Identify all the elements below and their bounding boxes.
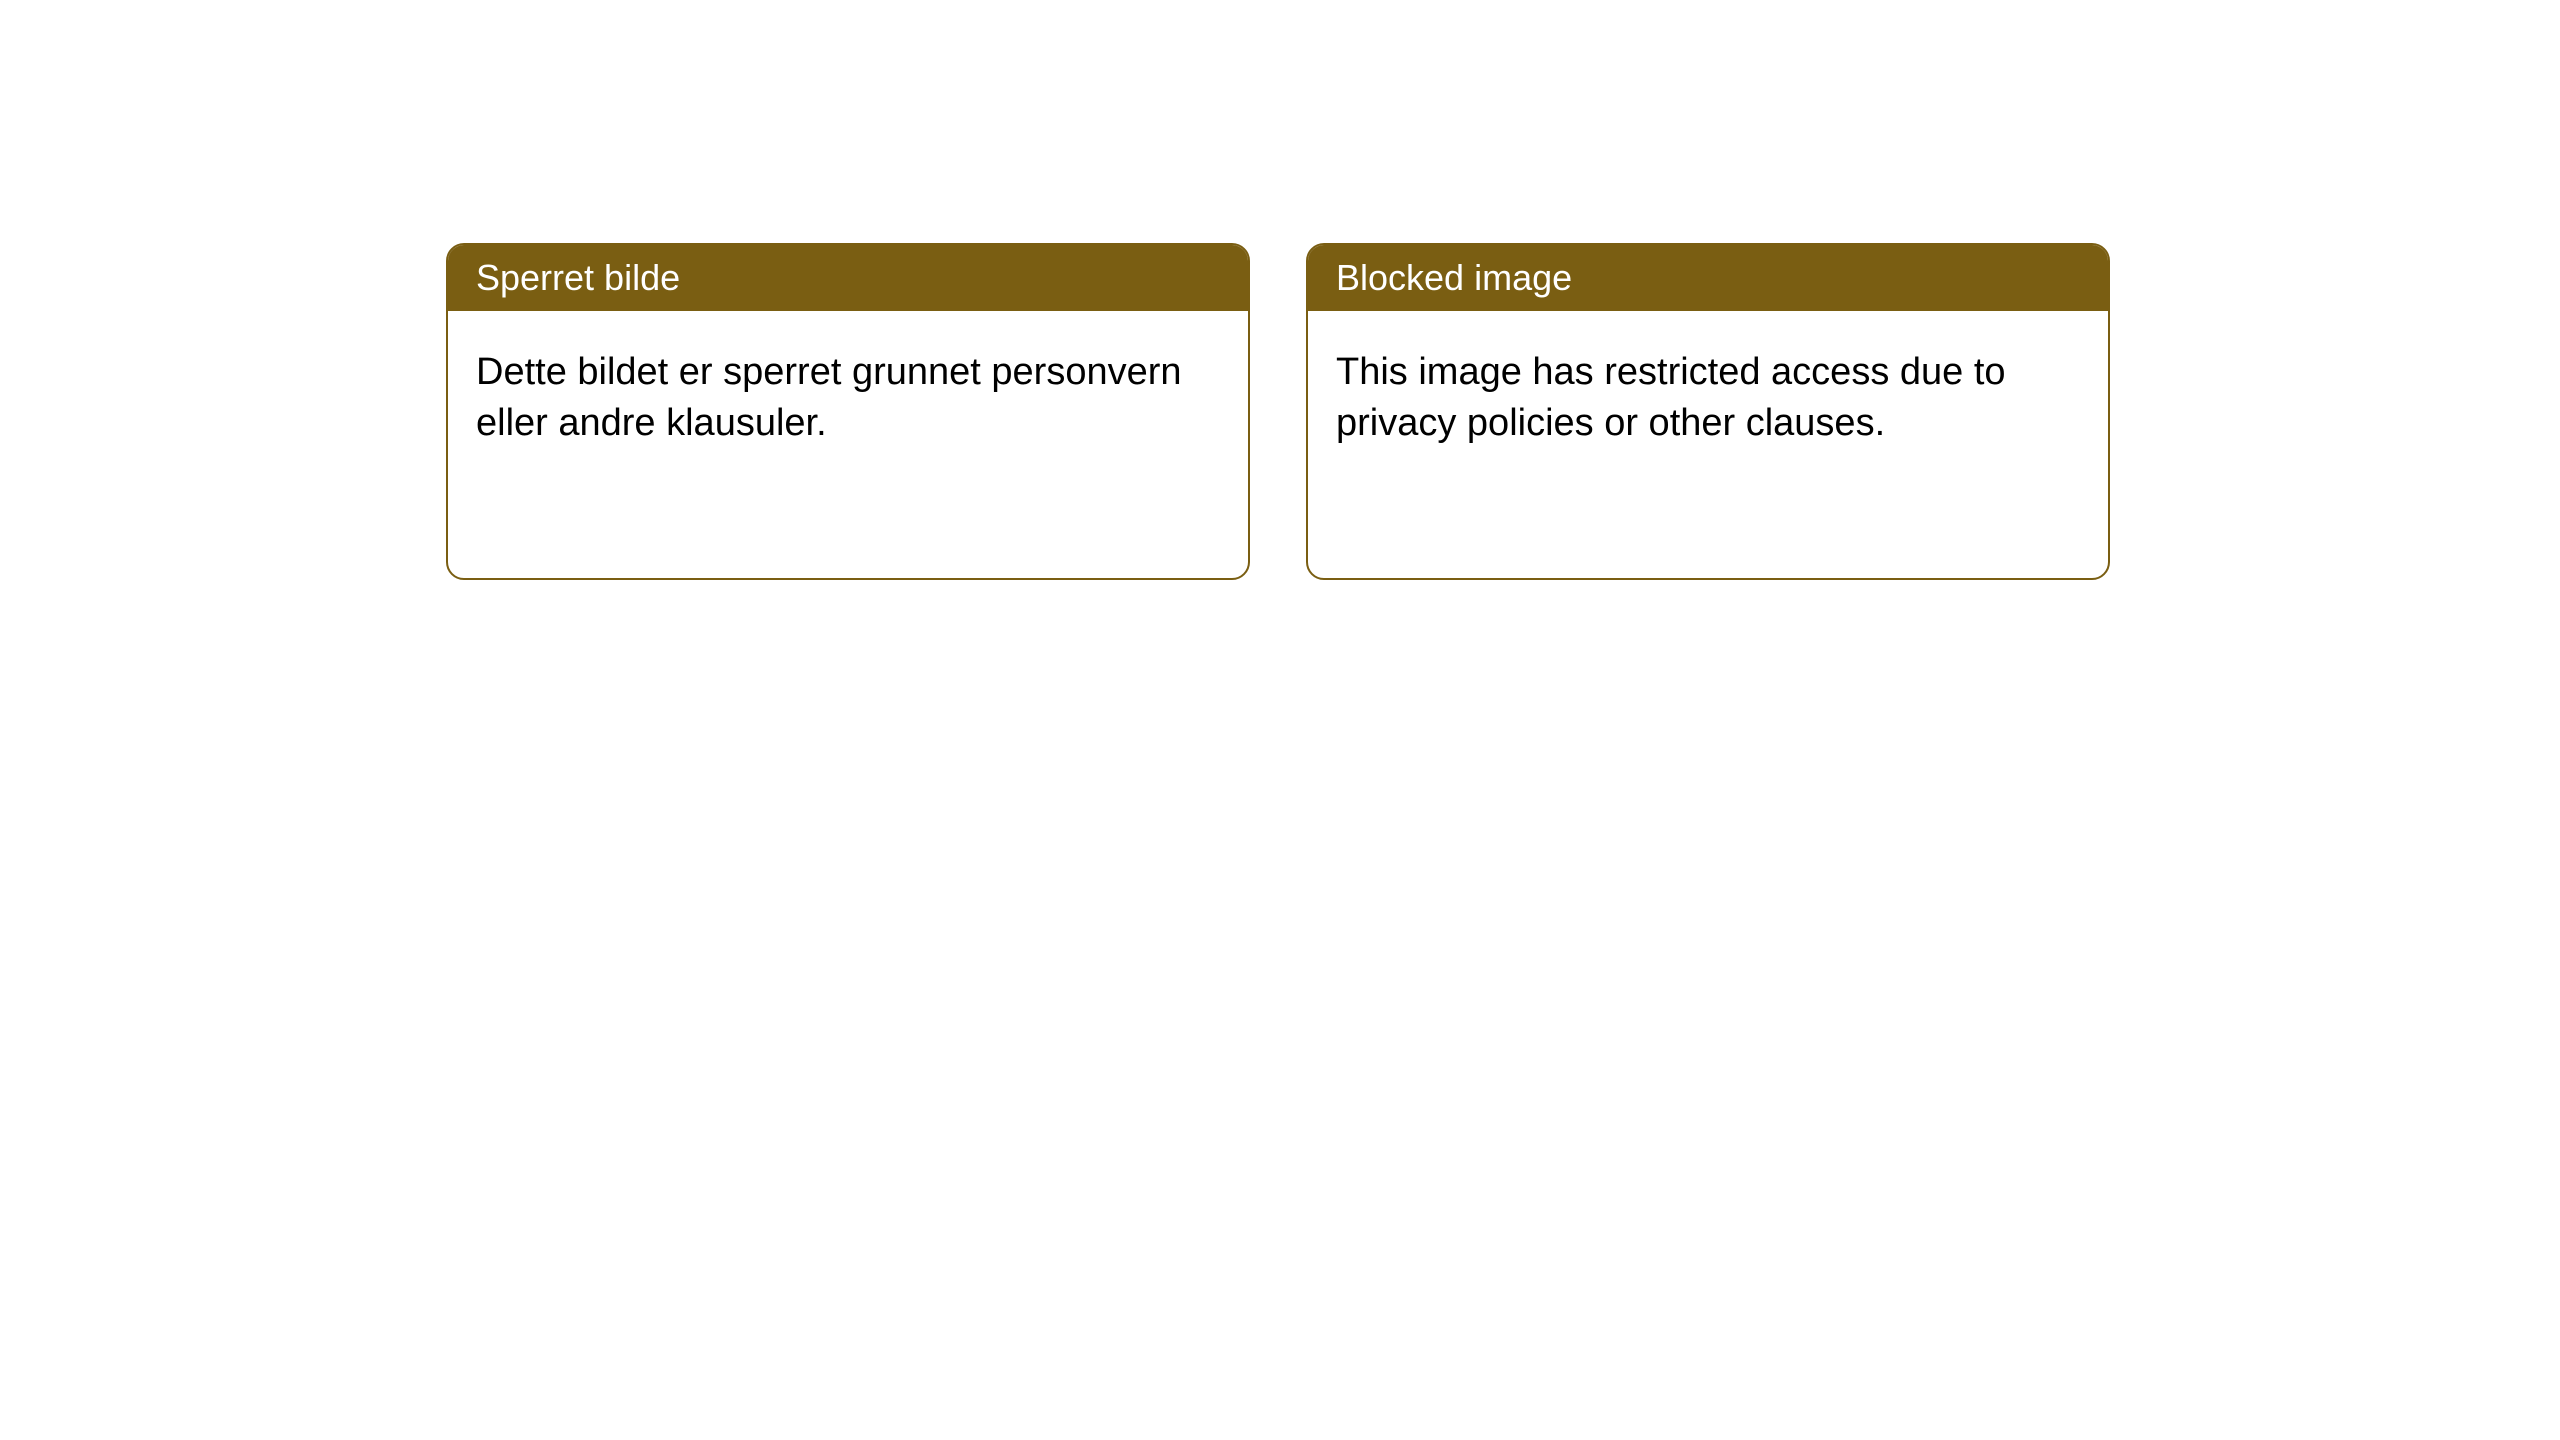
- notice-title: Sperret bilde: [476, 257, 680, 298]
- notice-header: Blocked image: [1308, 245, 2108, 311]
- notice-title: Blocked image: [1336, 257, 1572, 298]
- notice-body: Dette bildet er sperret grunnet personve…: [448, 311, 1248, 486]
- notice-header: Sperret bilde: [448, 245, 1248, 311]
- notice-message: This image has restricted access due to …: [1336, 351, 2006, 444]
- notice-message: Dette bildet er sperret grunnet personve…: [476, 351, 1182, 444]
- notice-box-english: Blocked image This image has restricted …: [1306, 243, 2110, 580]
- notice-body: This image has restricted access due to …: [1308, 311, 2108, 486]
- notice-container: Sperret bilde Dette bildet er sperret gr…: [0, 0, 2560, 580]
- notice-box-norwegian: Sperret bilde Dette bildet er sperret gr…: [446, 243, 1250, 580]
